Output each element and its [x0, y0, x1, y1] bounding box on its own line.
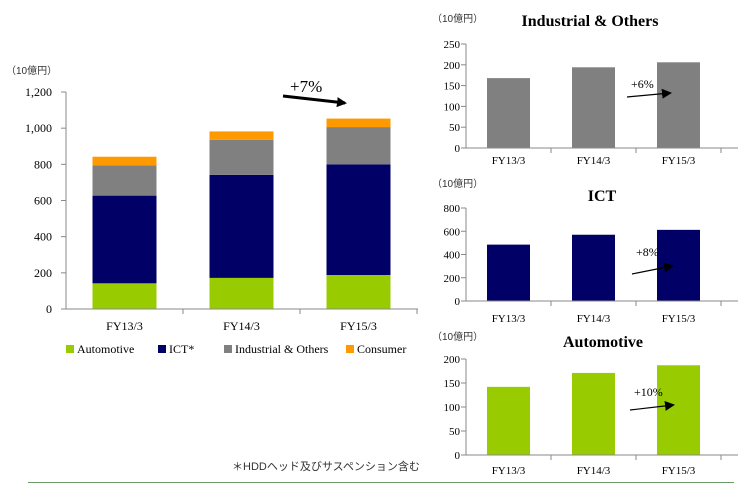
chart3-y-tick-label: 400 [444, 250, 461, 262]
chart1-y-tick-label: 1,000 [25, 121, 52, 135]
chart3-growth-annotation: +8% [636, 245, 659, 259]
chart2-y-tick-label: 200 [444, 60, 461, 72]
legend-swatch-2 [158, 345, 166, 353]
chart2-growth-arrow [626, 88, 672, 99]
chart2-bar [657, 62, 700, 148]
chart4-y-tick-label: 150 [444, 378, 461, 390]
chart2-unit-label: （10億円） [432, 12, 483, 25]
chart1-bar-ict [209, 174, 274, 278]
chart1-unit-label: （10億円） [6, 64, 57, 77]
legend-swatch-3 [224, 345, 232, 353]
chart3-unit-label: （10億円） [432, 177, 483, 190]
chart1-growth-arrow [282, 94, 347, 108]
chart1-x-tick-label: FY13/3 [106, 319, 143, 333]
chart3-y-tick-label: 200 [444, 273, 461, 285]
legend-label-3: Industrial & Others [235, 342, 329, 356]
chart4-unit-label: （10億円） [432, 330, 483, 343]
chart4-y-tick-label: 50 [449, 426, 461, 438]
chart4-growth-arrow [629, 400, 675, 411]
legend-swatch-4 [346, 345, 354, 353]
footnote: ＊HDDヘッド及びサスペンション含む [232, 461, 420, 473]
chart4-x-tick-label: FY13/3 [492, 465, 526, 477]
chart1-growth-annotation: +7% [290, 77, 322, 96]
chart3-bar [657, 229, 700, 301]
chart1-bar-automotive [92, 283, 157, 309]
chart1-bar-ict [92, 195, 157, 284]
chart4-title: Automotive [563, 334, 643, 351]
chart4-bar [572, 372, 615, 455]
chart1-bar-industrial-others [92, 165, 157, 196]
chart4-bar [487, 386, 530, 455]
chart4-bar [657, 365, 700, 455]
chart3-bar [572, 234, 615, 301]
chart2-y-tick-label: 50 [449, 122, 461, 134]
legend-label-2: ICT* [169, 342, 194, 356]
chart1-bar-automotive [209, 277, 274, 309]
chart2-x-tick-label: FY13/3 [492, 155, 526, 167]
chart2-y-tick-label: 100 [444, 101, 461, 113]
chart2-title: Industrial & Others [522, 13, 659, 30]
chart1-y-tick-label: 400 [34, 230, 52, 244]
chart1-bar-industrial-others [209, 139, 274, 175]
chart1-x-tick-label: FY14/3 [223, 319, 260, 333]
legend-swatch-1 [66, 345, 74, 353]
chart3-x-tick-label: FY15/3 [662, 313, 696, 325]
chart1-y-tick-label: 1,200 [25, 85, 52, 99]
chart4-y-tick-label: 200 [444, 354, 461, 366]
chart3-growth-arrow [631, 262, 674, 275]
bottom-divider [28, 482, 734, 483]
chart1-y-tick-label: 600 [34, 194, 52, 208]
chart3-x-tick-label: FY13/3 [492, 313, 526, 325]
chart1-bar-automotive [326, 275, 391, 309]
chart3-y-tick-label: 600 [444, 226, 461, 238]
chart3-y-tick-label: 0 [455, 296, 461, 308]
chart2-x-tick-label: FY14/3 [577, 155, 611, 167]
chart4-y-tick-label: 100 [444, 402, 461, 414]
legend-label-4: Consumer [357, 342, 406, 356]
chart1-x-tick-label: FY15/3 [340, 319, 377, 333]
chart1-bar-consumer [326, 118, 391, 128]
chart4-y-tick-label: 0 [455, 450, 461, 462]
chart3-x-tick-label: FY14/3 [577, 313, 611, 325]
chart3-y-tick-label: 800 [444, 203, 461, 215]
chart1-bar-consumer [209, 131, 274, 140]
legend-label-1: Automotive [77, 342, 134, 356]
chart4-x-tick-label: FY15/3 [662, 465, 696, 477]
chart2-x-tick-label: FY15/3 [662, 155, 696, 167]
chart2-y-tick-label: 0 [455, 143, 461, 155]
chart1-y-tick-label: 800 [34, 157, 52, 171]
chart1-bar-consumer [92, 156, 157, 166]
chart3-title: ICT [588, 188, 617, 205]
chart2-bar [572, 67, 615, 148]
chart3-bar [487, 244, 530, 301]
chart1-y-tick-label: 200 [34, 266, 52, 280]
chart4-x-tick-label: FY14/3 [577, 465, 611, 477]
chart1-y-tick-label: 0 [46, 302, 52, 316]
chart2-y-tick-label: 250 [444, 39, 461, 51]
chart4-growth-annotation: +10% [634, 385, 663, 399]
chart1-bar-ict [326, 164, 391, 276]
chart1-bar-industrial-others [326, 127, 391, 165]
chart2-bar [487, 78, 530, 148]
chart2-y-tick-label: 150 [444, 81, 461, 93]
chart2-growth-annotation: +6% [631, 77, 654, 91]
